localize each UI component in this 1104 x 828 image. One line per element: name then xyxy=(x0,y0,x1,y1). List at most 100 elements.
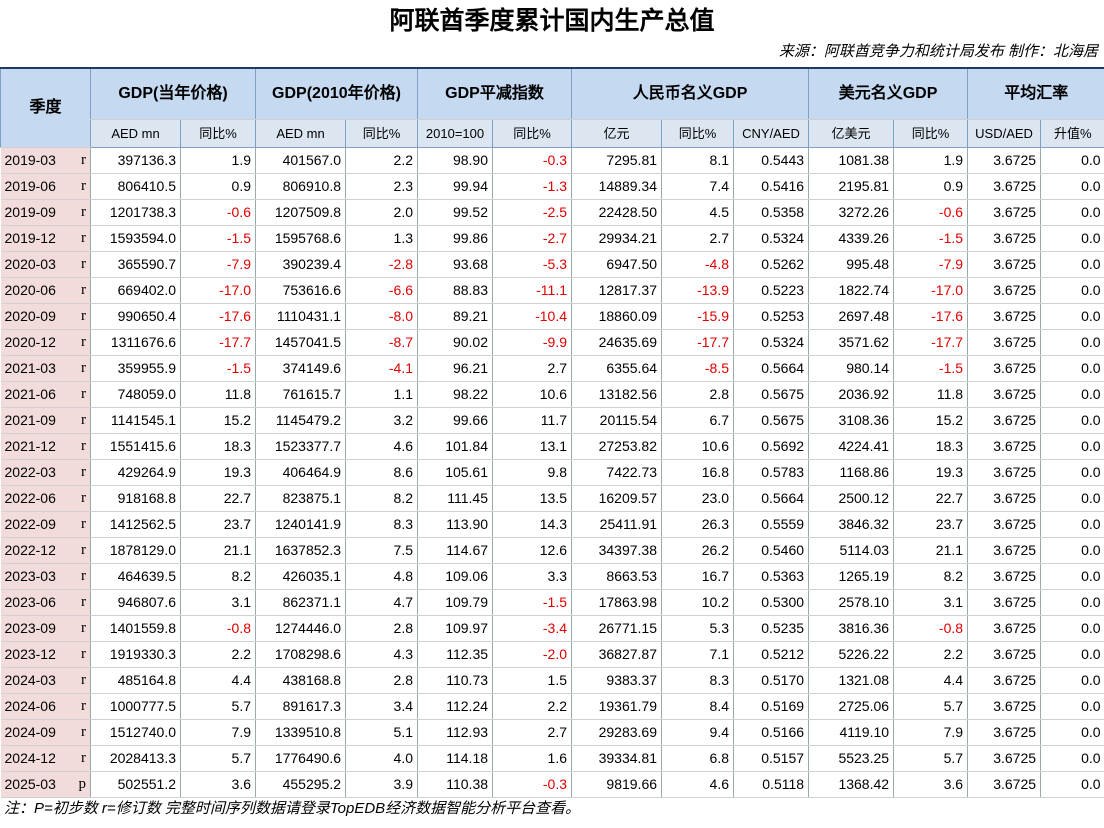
quarter: 2022-06 xyxy=(0,485,69,512)
cell: 3.6725 xyxy=(967,615,1041,642)
cell: 9.4 xyxy=(661,719,734,746)
cell: 3.6725 xyxy=(967,381,1041,408)
cell: 93.68 xyxy=(417,251,493,278)
cell: 2.2 xyxy=(345,147,418,174)
revision-flag: r xyxy=(68,303,91,330)
quarter: 2019-12 xyxy=(0,225,69,252)
cell: 13.5 xyxy=(492,485,572,512)
sub-header: USD/AED xyxy=(967,119,1041,148)
cell: 90.02 xyxy=(417,329,493,356)
cell: 2500.12 xyxy=(808,485,894,512)
cell: 401567.0 xyxy=(255,147,346,174)
cell: 0.0 xyxy=(1040,173,1104,200)
cell: 36827.87 xyxy=(571,641,662,668)
cell: -1.5 xyxy=(492,589,572,616)
cell: -1.5 xyxy=(180,355,256,382)
cell: 0.0 xyxy=(1040,693,1104,720)
cell: 20115.54 xyxy=(571,407,662,434)
group-header: GDP(当年价格) xyxy=(90,67,256,120)
sub-header: AED mn xyxy=(255,119,346,148)
cell: 0.5363 xyxy=(733,563,809,590)
cell: 918168.8 xyxy=(90,485,181,512)
cell: 112.35 xyxy=(417,641,493,668)
cell: -0.6 xyxy=(893,199,968,226)
cell: -8.7 xyxy=(345,329,418,356)
cell: 5.7 xyxy=(180,745,256,772)
revision-flag: r xyxy=(68,433,91,460)
cell: 761615.7 xyxy=(255,381,346,408)
cell: 8.4 xyxy=(661,693,734,720)
cell: 112.93 xyxy=(417,719,493,746)
cell: 19.3 xyxy=(893,459,968,486)
cell: 0.5324 xyxy=(733,225,809,252)
cell: 806910.8 xyxy=(255,173,346,200)
cell: 0.5783 xyxy=(733,459,809,486)
cell: 3.6725 xyxy=(967,667,1041,694)
cell: 0.5559 xyxy=(733,511,809,538)
cell: 16.8 xyxy=(661,459,734,486)
cell: 3.6725 xyxy=(967,147,1041,174)
cell: 3.6725 xyxy=(967,407,1041,434)
cell: 0.5358 xyxy=(733,199,809,226)
cell: 3.6725 xyxy=(967,563,1041,590)
quarter: 2022-03 xyxy=(0,459,69,486)
cell: 1240141.9 xyxy=(255,511,346,538)
cell: 1708298.6 xyxy=(255,641,346,668)
cell: 862371.1 xyxy=(255,589,346,616)
cell: 0.5235 xyxy=(733,615,809,642)
cell: 0.5692 xyxy=(733,433,809,460)
cell: -13.9 xyxy=(661,277,734,304)
cell: -11.1 xyxy=(492,277,572,304)
cell: 1.5 xyxy=(492,667,572,694)
quarter: 2020-09 xyxy=(0,303,69,330)
revision-flag: r xyxy=(68,641,91,668)
cell: 2.2 xyxy=(492,693,572,720)
revision-flag: r xyxy=(68,381,91,408)
group-header: GDP(2010年价格) xyxy=(255,67,418,120)
cell: 0.0 xyxy=(1040,563,1104,590)
cell: 1401559.8 xyxy=(90,615,181,642)
cell: -2.5 xyxy=(492,199,572,226)
revision-flag: p xyxy=(68,771,91,798)
cell: 11.8 xyxy=(893,381,968,408)
cell: -17.7 xyxy=(180,329,256,356)
sub-header: AED mn xyxy=(90,119,181,148)
cell: 0.0 xyxy=(1040,511,1104,538)
cell: 1141545.1 xyxy=(90,407,181,434)
title: 阿联酋季度累计国内生产总值 xyxy=(389,7,715,35)
cell: 109.97 xyxy=(417,615,493,642)
sub-header: 亿元 xyxy=(571,119,662,148)
cell: 0.5223 xyxy=(733,277,809,304)
cell: 22.7 xyxy=(893,485,968,512)
cell: 101.84 xyxy=(417,433,493,460)
cell: 13.1 xyxy=(492,433,572,460)
cell: 2.8 xyxy=(345,615,418,642)
cell: 891617.3 xyxy=(255,693,346,720)
cell: 397136.3 xyxy=(90,147,181,174)
cell: -3.4 xyxy=(492,615,572,642)
quarter: 2021-03 xyxy=(0,355,69,382)
cell: 0.5416 xyxy=(733,173,809,200)
cell: 0.0 xyxy=(1040,355,1104,382)
cell: 4.3 xyxy=(345,641,418,668)
cell: 0.0 xyxy=(1040,277,1104,304)
sub-header: 同比% xyxy=(661,119,734,148)
cell: -8.5 xyxy=(661,355,734,382)
cell: 0.0 xyxy=(1040,381,1104,408)
cell: 113.90 xyxy=(417,511,493,538)
cell: 4.7 xyxy=(345,589,418,616)
cell: 374149.6 xyxy=(255,355,346,382)
cell: -8.0 xyxy=(345,303,418,330)
cell: 9.8 xyxy=(492,459,572,486)
cell: 0.0 xyxy=(1040,251,1104,278)
cell: 990650.4 xyxy=(90,303,181,330)
cell: 1776490.6 xyxy=(255,745,346,772)
cell: 15.2 xyxy=(893,407,968,434)
cell: 3.6725 xyxy=(967,355,1041,382)
cell: -17.6 xyxy=(180,303,256,330)
cell: 1110431.1 xyxy=(255,303,346,330)
cell: -0.3 xyxy=(492,771,572,798)
cell: 0.5324 xyxy=(733,329,809,356)
quarter: 2021-09 xyxy=(0,407,69,434)
revision-flag: r xyxy=(68,693,91,720)
